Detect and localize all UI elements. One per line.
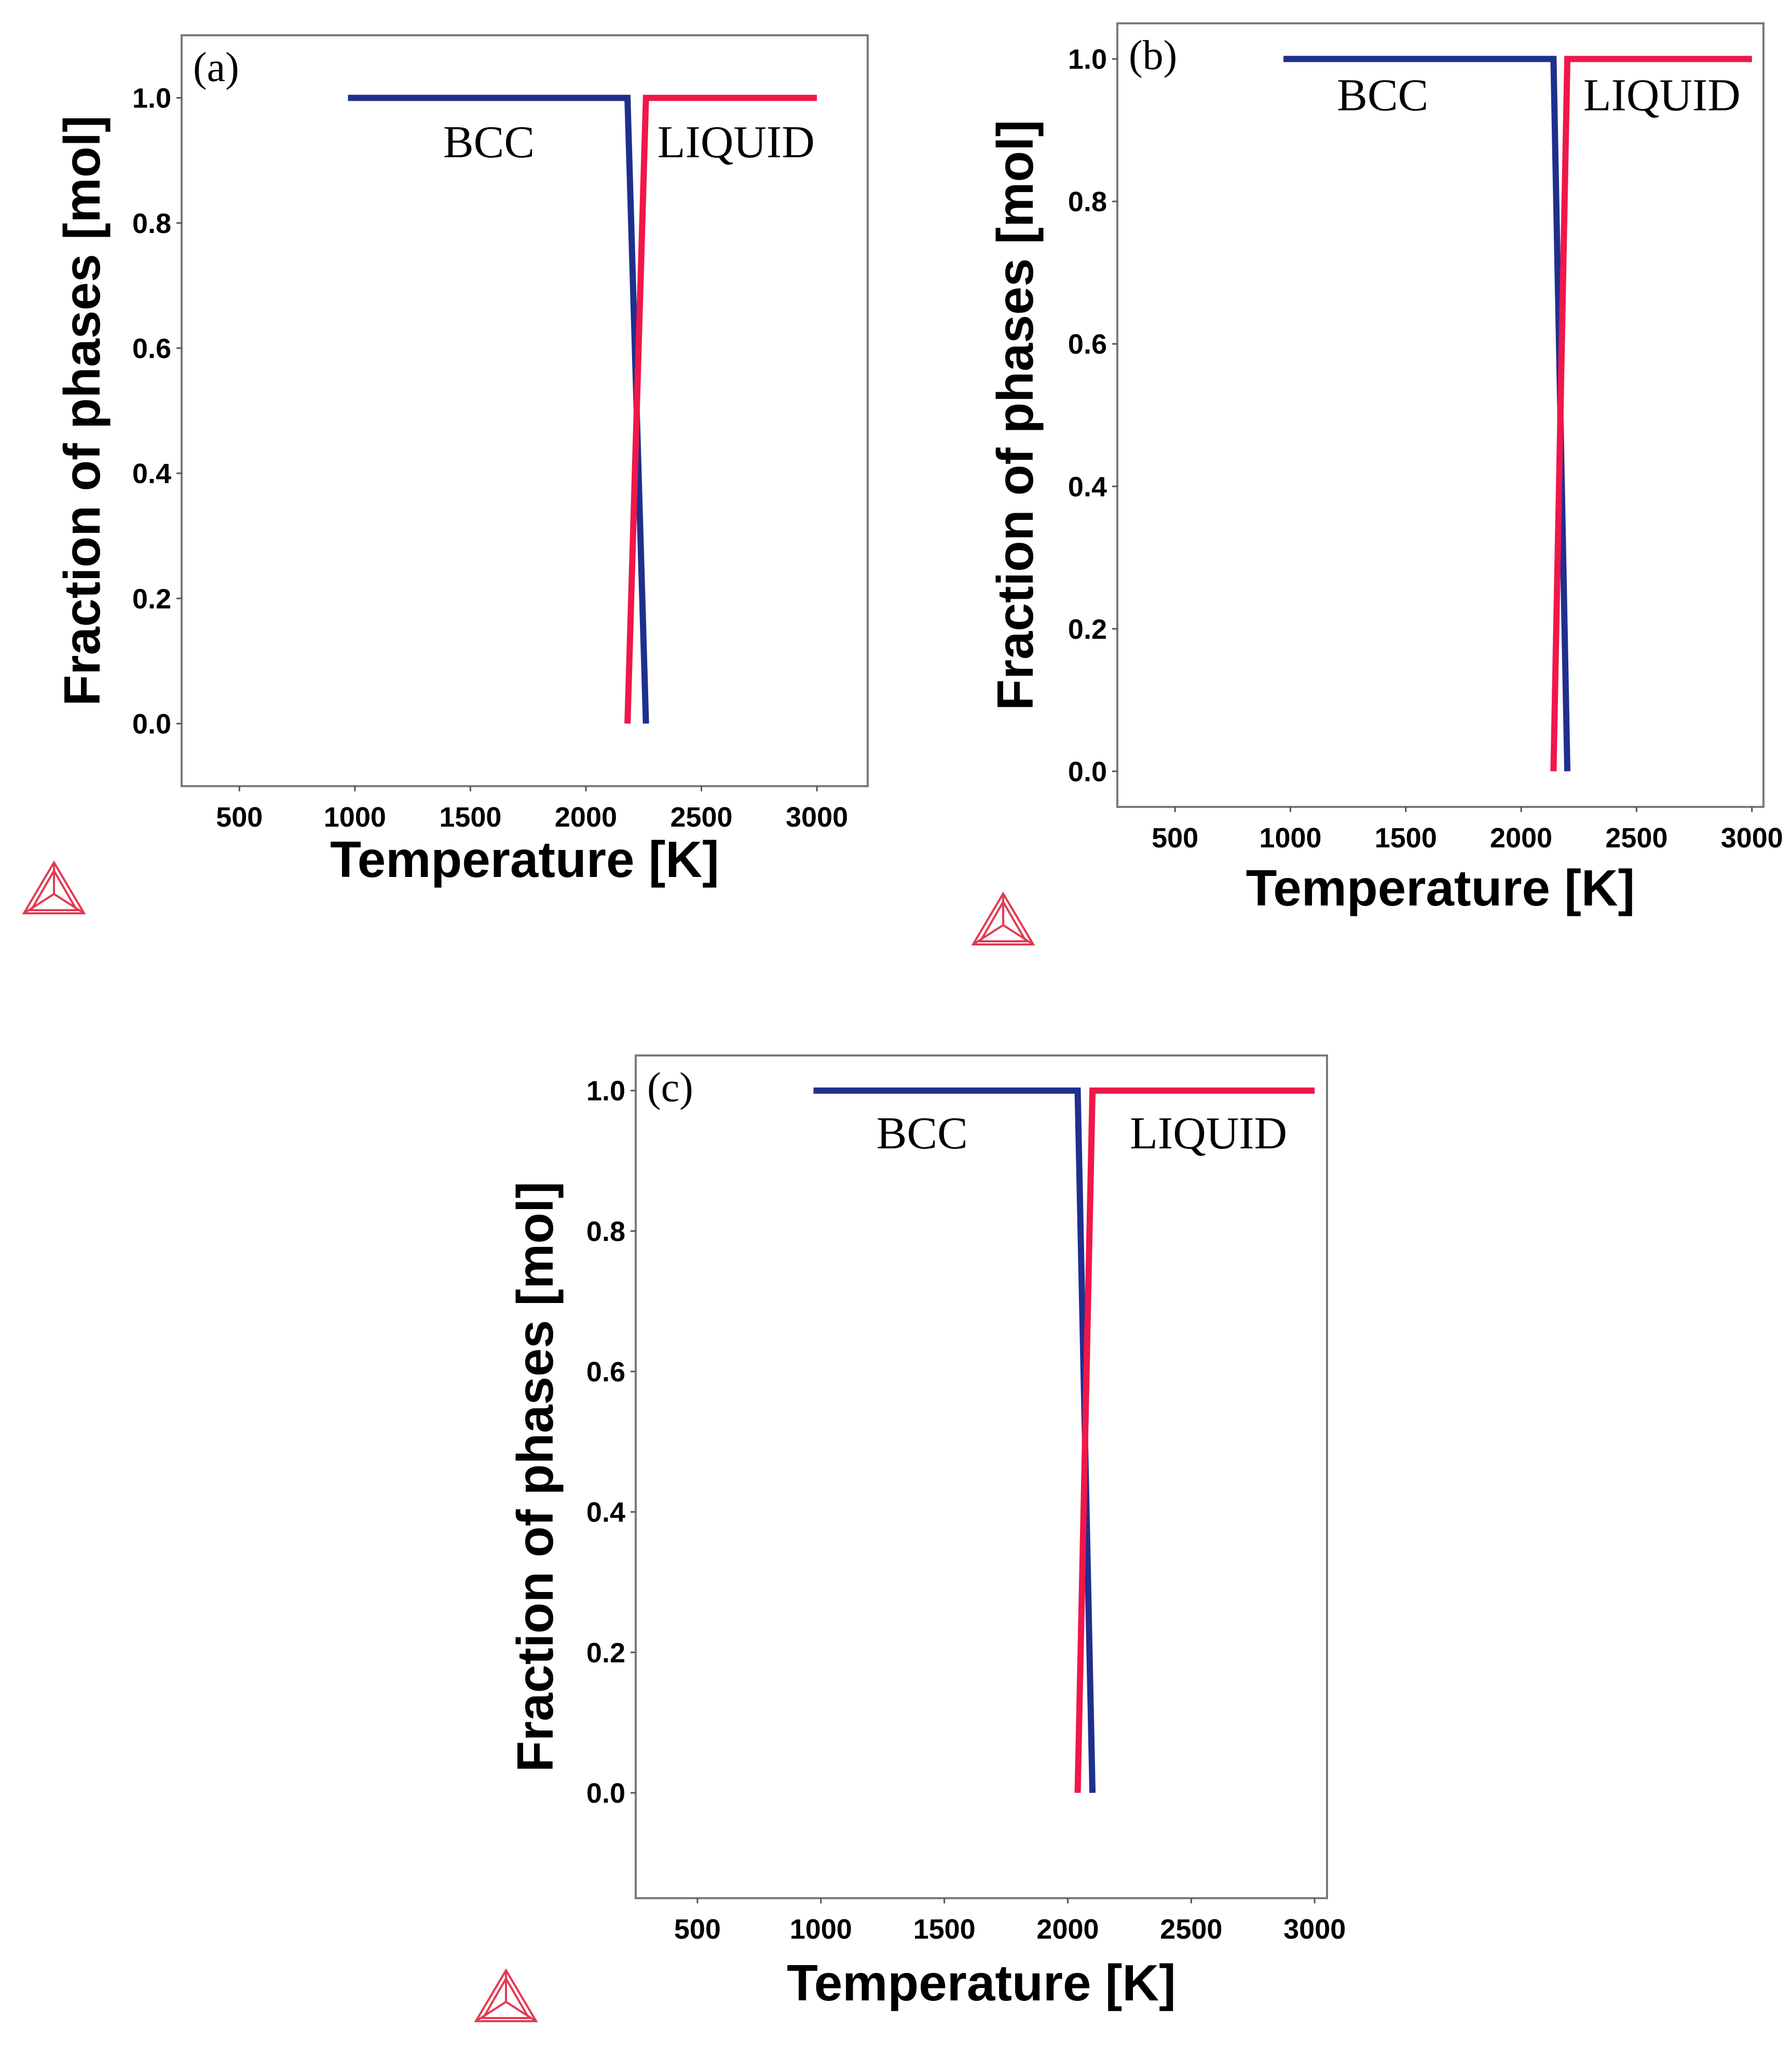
y-tick-label: 1.0 — [132, 83, 171, 114]
series-line-liquid — [1550, 56, 1752, 772]
x-tick-label: 1000 — [790, 1914, 852, 1945]
phase-label-bcc: BCC — [1337, 70, 1428, 120]
x-tick-label: 3000 — [1721, 822, 1783, 854]
logo-spoke — [53, 893, 85, 914]
x-tick-label: 1500 — [913, 1914, 976, 1945]
phase-label-bcc: BCC — [877, 1108, 968, 1159]
y-tick-label: 0.8 — [132, 208, 171, 239]
y-tick-label: 0.6 — [1068, 329, 1107, 360]
logo-inner-triangle — [978, 900, 1028, 942]
x-tick-label: 2000 — [1490, 822, 1552, 854]
phase-label-liquid: LIQUID — [1130, 1108, 1287, 1159]
y-tick-label: 0.0 — [586, 1778, 625, 1809]
y-tick-label: 1.0 — [586, 1076, 625, 1107]
panel-label: (b) — [1129, 33, 1177, 78]
y-tick-label: 0.8 — [586, 1216, 625, 1247]
logo-outer-triangle — [22, 860, 86, 914]
chart-panel-3: 0.0 0.2 0.4 0.6 0.8 1.0 500 1000 1500 2000 2500 300… — [474, 1054, 1346, 2022]
x-tick-label: 1500 — [439, 802, 501, 833]
x-tick-label: 500 — [674, 1914, 721, 1945]
logo-outer-triangle — [971, 891, 1035, 945]
x-tick-label: 500 — [1152, 822, 1198, 854]
panel-label: (a) — [193, 45, 239, 90]
x-tick-label: 1500 — [1375, 822, 1437, 854]
series-line-bcc — [1283, 56, 1571, 772]
x-tick-label: 3000 — [1283, 1914, 1346, 1945]
y-tick-label: 1.0 — [1068, 44, 1107, 75]
x-axis-title: Temperature [K] — [787, 1954, 1176, 2011]
software-logo-icon — [22, 860, 86, 914]
y-tick-label: 0.4 — [586, 1497, 625, 1528]
x-tick-label: 2500 — [670, 802, 732, 833]
y-tick-label: 0.2 — [132, 583, 171, 614]
y-axis-title: Fraction of phases [mol] — [987, 120, 1044, 710]
y-tick-label: 0.0 — [1068, 756, 1107, 787]
x-tick-label: 2000 — [555, 802, 617, 833]
x-tick-label: 2000 — [1036, 1914, 1099, 1945]
x-tick-label: 500 — [216, 802, 263, 833]
logo-inner-triangle — [481, 1977, 531, 2019]
panel-label: (c) — [647, 1065, 693, 1110]
y-tick-label: 0.0 — [132, 708, 171, 739]
y-tick-label: 0.2 — [586, 1637, 625, 1668]
phase-label-bcc: BCC — [443, 117, 535, 168]
y-tick-label: 0.4 — [1068, 471, 1107, 502]
y-axis-title: Fraction of phases [mol] — [53, 115, 111, 706]
x-tick-label: 1000 — [1259, 822, 1321, 854]
x-axis-title: Temperature [K] — [330, 831, 719, 888]
plot-frame — [181, 34, 869, 787]
plot-frame — [1116, 22, 1764, 808]
chart-panel-2: 0.0 0.2 0.4 0.6 0.8 1.0 500 1000 1500 2000 2500 300… — [971, 22, 1783, 945]
phase-label-liquid: LIQUID — [1583, 70, 1741, 120]
logo-spoke — [1002, 924, 1034, 945]
logo-spoke — [23, 893, 55, 914]
software-logo-icon — [474, 1968, 538, 2022]
x-tick-label: 1000 — [324, 802, 386, 833]
y-tick-label: 0.8 — [1068, 186, 1107, 217]
logo-inner-triangle — [29, 869, 79, 911]
chart-panel-1: 0.0 0.2 0.4 0.6 0.8 1.0 500 1000 1500 2000 2500 300… — [22, 34, 869, 914]
x-tick-label: 2500 — [1605, 822, 1667, 854]
y-tick-label: 0.2 — [1068, 614, 1107, 645]
y-tick-label: 0.6 — [586, 1356, 625, 1388]
logo-outer-triangle — [474, 1968, 538, 2022]
logo-spoke — [505, 2001, 537, 2022]
x-axis-title: Temperature [K] — [1246, 859, 1635, 916]
logo-spoke — [475, 2001, 507, 2022]
plot-frame — [635, 1054, 1328, 1899]
y-axis-title: Fraction of phases [mol] — [507, 1182, 564, 1772]
x-tick-label: 3000 — [786, 802, 848, 833]
series-line-bcc — [813, 1087, 1096, 1793]
phase-label-liquid: LIQUID — [658, 117, 815, 168]
y-tick-label: 0.4 — [132, 458, 171, 489]
y-tick-label: 0.6 — [132, 333, 171, 364]
logo-spoke — [972, 924, 1004, 945]
x-tick-label: 2500 — [1160, 1914, 1222, 1945]
series-line-bcc — [348, 94, 649, 724]
series-line-liquid — [1074, 1087, 1315, 1793]
software-logo-icon — [971, 891, 1035, 945]
series-line-liquid — [624, 94, 817, 724]
